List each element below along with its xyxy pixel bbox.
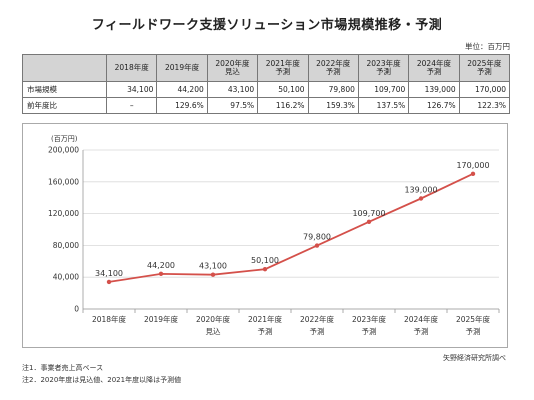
table-header-blank bbox=[22, 54, 107, 82]
data-point bbox=[262, 266, 268, 272]
table-header-cell: 2019年度 bbox=[156, 54, 208, 82]
x-tick-label: 2019年度 bbox=[144, 314, 179, 324]
table-cell: 170,000 bbox=[458, 81, 511, 98]
y-tick-label: 160,000 bbox=[48, 177, 79, 186]
table-cell: 139,000 bbox=[408, 81, 460, 98]
data-point bbox=[470, 171, 476, 177]
series-line bbox=[108, 172, 474, 283]
y-axis-label: (百万円) bbox=[51, 135, 78, 143]
table-header-cell: 2021年度 予測 bbox=[257, 54, 309, 82]
table-header-cell: 2024年度 予測 bbox=[408, 54, 460, 82]
x-tick-label: 2022年度 bbox=[300, 314, 335, 324]
row-label: 前年度比 bbox=[22, 97, 107, 114]
chart-frame: (百万円) 0 40,000 80,000 120,000 160,000 200,000 2… bbox=[22, 123, 508, 348]
table-header-cell: 2018年度 bbox=[105, 54, 158, 82]
data-table: 2018年度 2019年度 2020年度 見込 2021年度 予測 2022年度 予測… bbox=[22, 54, 511, 114]
table-row-market-size: 市場規模 34,100 44,200 43,100 50,100 79,800 … bbox=[22, 81, 511, 98]
data-label: 79,800 bbox=[303, 233, 331, 242]
x-tick-label: 2018年度 bbox=[92, 314, 127, 324]
table-cell: 126.7% bbox=[408, 97, 460, 114]
note-2: 注2．2020年度は見込値、2021年度以降は予測値 bbox=[22, 376, 182, 384]
unit-label: 単位：百万円 bbox=[465, 42, 510, 51]
x-tick-sublabel: 見込 bbox=[206, 327, 221, 336]
y-tick-label: 80,000 bbox=[53, 241, 79, 250]
table-cell: 97.5% bbox=[206, 97, 259, 114]
data-label: 50,100 bbox=[251, 256, 279, 265]
data-point bbox=[418, 196, 424, 201]
row-label: 市場規模 bbox=[22, 81, 107, 98]
data-point bbox=[314, 243, 320, 248]
x-tick-sublabel: 予測 bbox=[362, 326, 377, 336]
table-cell: 122.3% bbox=[458, 97, 511, 114]
x-tick-sublabel: 予測 bbox=[466, 326, 481, 336]
table-header-row: 2018年度 2019年度 2020年度 見込 2021年度 予測 2022年度 予測… bbox=[22, 54, 511, 82]
y-tick-label: 0 bbox=[74, 305, 79, 314]
line-chart: (百万円) 0 40,000 80,000 120,000 160,000 200,000 2… bbox=[48, 135, 500, 336]
data-label: 170,000 bbox=[456, 161, 489, 170]
note-1: 注1．事業者売上高ベース bbox=[22, 364, 104, 372]
data-label: 44,200 bbox=[147, 261, 175, 270]
data-label: 43,100 bbox=[199, 262, 227, 271]
x-tick-sublabel: 予測 bbox=[310, 326, 325, 336]
x-tick-label: 2023年度 bbox=[352, 314, 387, 324]
table-cell: 159.3% bbox=[307, 97, 359, 114]
y-tick-label: 120,000 bbox=[48, 209, 79, 218]
x-tick-label: 2025年度 bbox=[456, 314, 491, 324]
table-header-cell: 2020年度 見込 bbox=[206, 54, 259, 82]
data-label: 34,100 bbox=[95, 269, 123, 278]
data-point bbox=[210, 272, 216, 277]
table-cell: 43,100 bbox=[206, 81, 259, 98]
x-tick-sublabel: 予測 bbox=[258, 326, 273, 336]
table-cell: 50,100 bbox=[257, 81, 309, 98]
table-header-cell: 2022年度 予測 bbox=[307, 54, 359, 82]
y-tick-label: 200,000 bbox=[48, 146, 79, 155]
table-cell: 79,800 bbox=[307, 81, 359, 98]
table-cell: 129.6% bbox=[156, 97, 208, 114]
data-point bbox=[106, 279, 112, 285]
data-label: 139,000 bbox=[404, 185, 437, 194]
x-tick-label: 2021年度 bbox=[248, 314, 283, 324]
x-tick-sublabel: 予測 bbox=[414, 326, 429, 336]
table-header-cell: 2025年度 予測 bbox=[458, 54, 511, 82]
table-cell: 109,700 bbox=[357, 81, 410, 98]
source-credit: 矢野経済研究所調べ bbox=[443, 354, 506, 362]
data-point bbox=[158, 271, 164, 277]
table-cell: 116.2% bbox=[257, 97, 309, 114]
table-cell: – bbox=[105, 97, 158, 114]
table-cell: 44,200 bbox=[156, 81, 208, 98]
y-tick-label: 40,000 bbox=[53, 273, 79, 282]
table-cell: 34,100 bbox=[105, 81, 158, 98]
page-title: フィールドワーク支援ソリューション市場規模推移・予測 bbox=[91, 18, 443, 33]
x-tick-label: 2020年度 bbox=[196, 314, 231, 324]
data-label: 109,700 bbox=[352, 209, 385, 218]
table-cell: 137.5% bbox=[357, 97, 410, 114]
data-point bbox=[366, 219, 372, 224]
x-tick-label: 2024年度 bbox=[404, 314, 439, 324]
table-row-yoy: 前年度比 – 129.6% 97.5% 116.2% 159.3% 137.5%… bbox=[22, 97, 511, 114]
table-header-cell: 2023年度 予測 bbox=[357, 54, 410, 82]
